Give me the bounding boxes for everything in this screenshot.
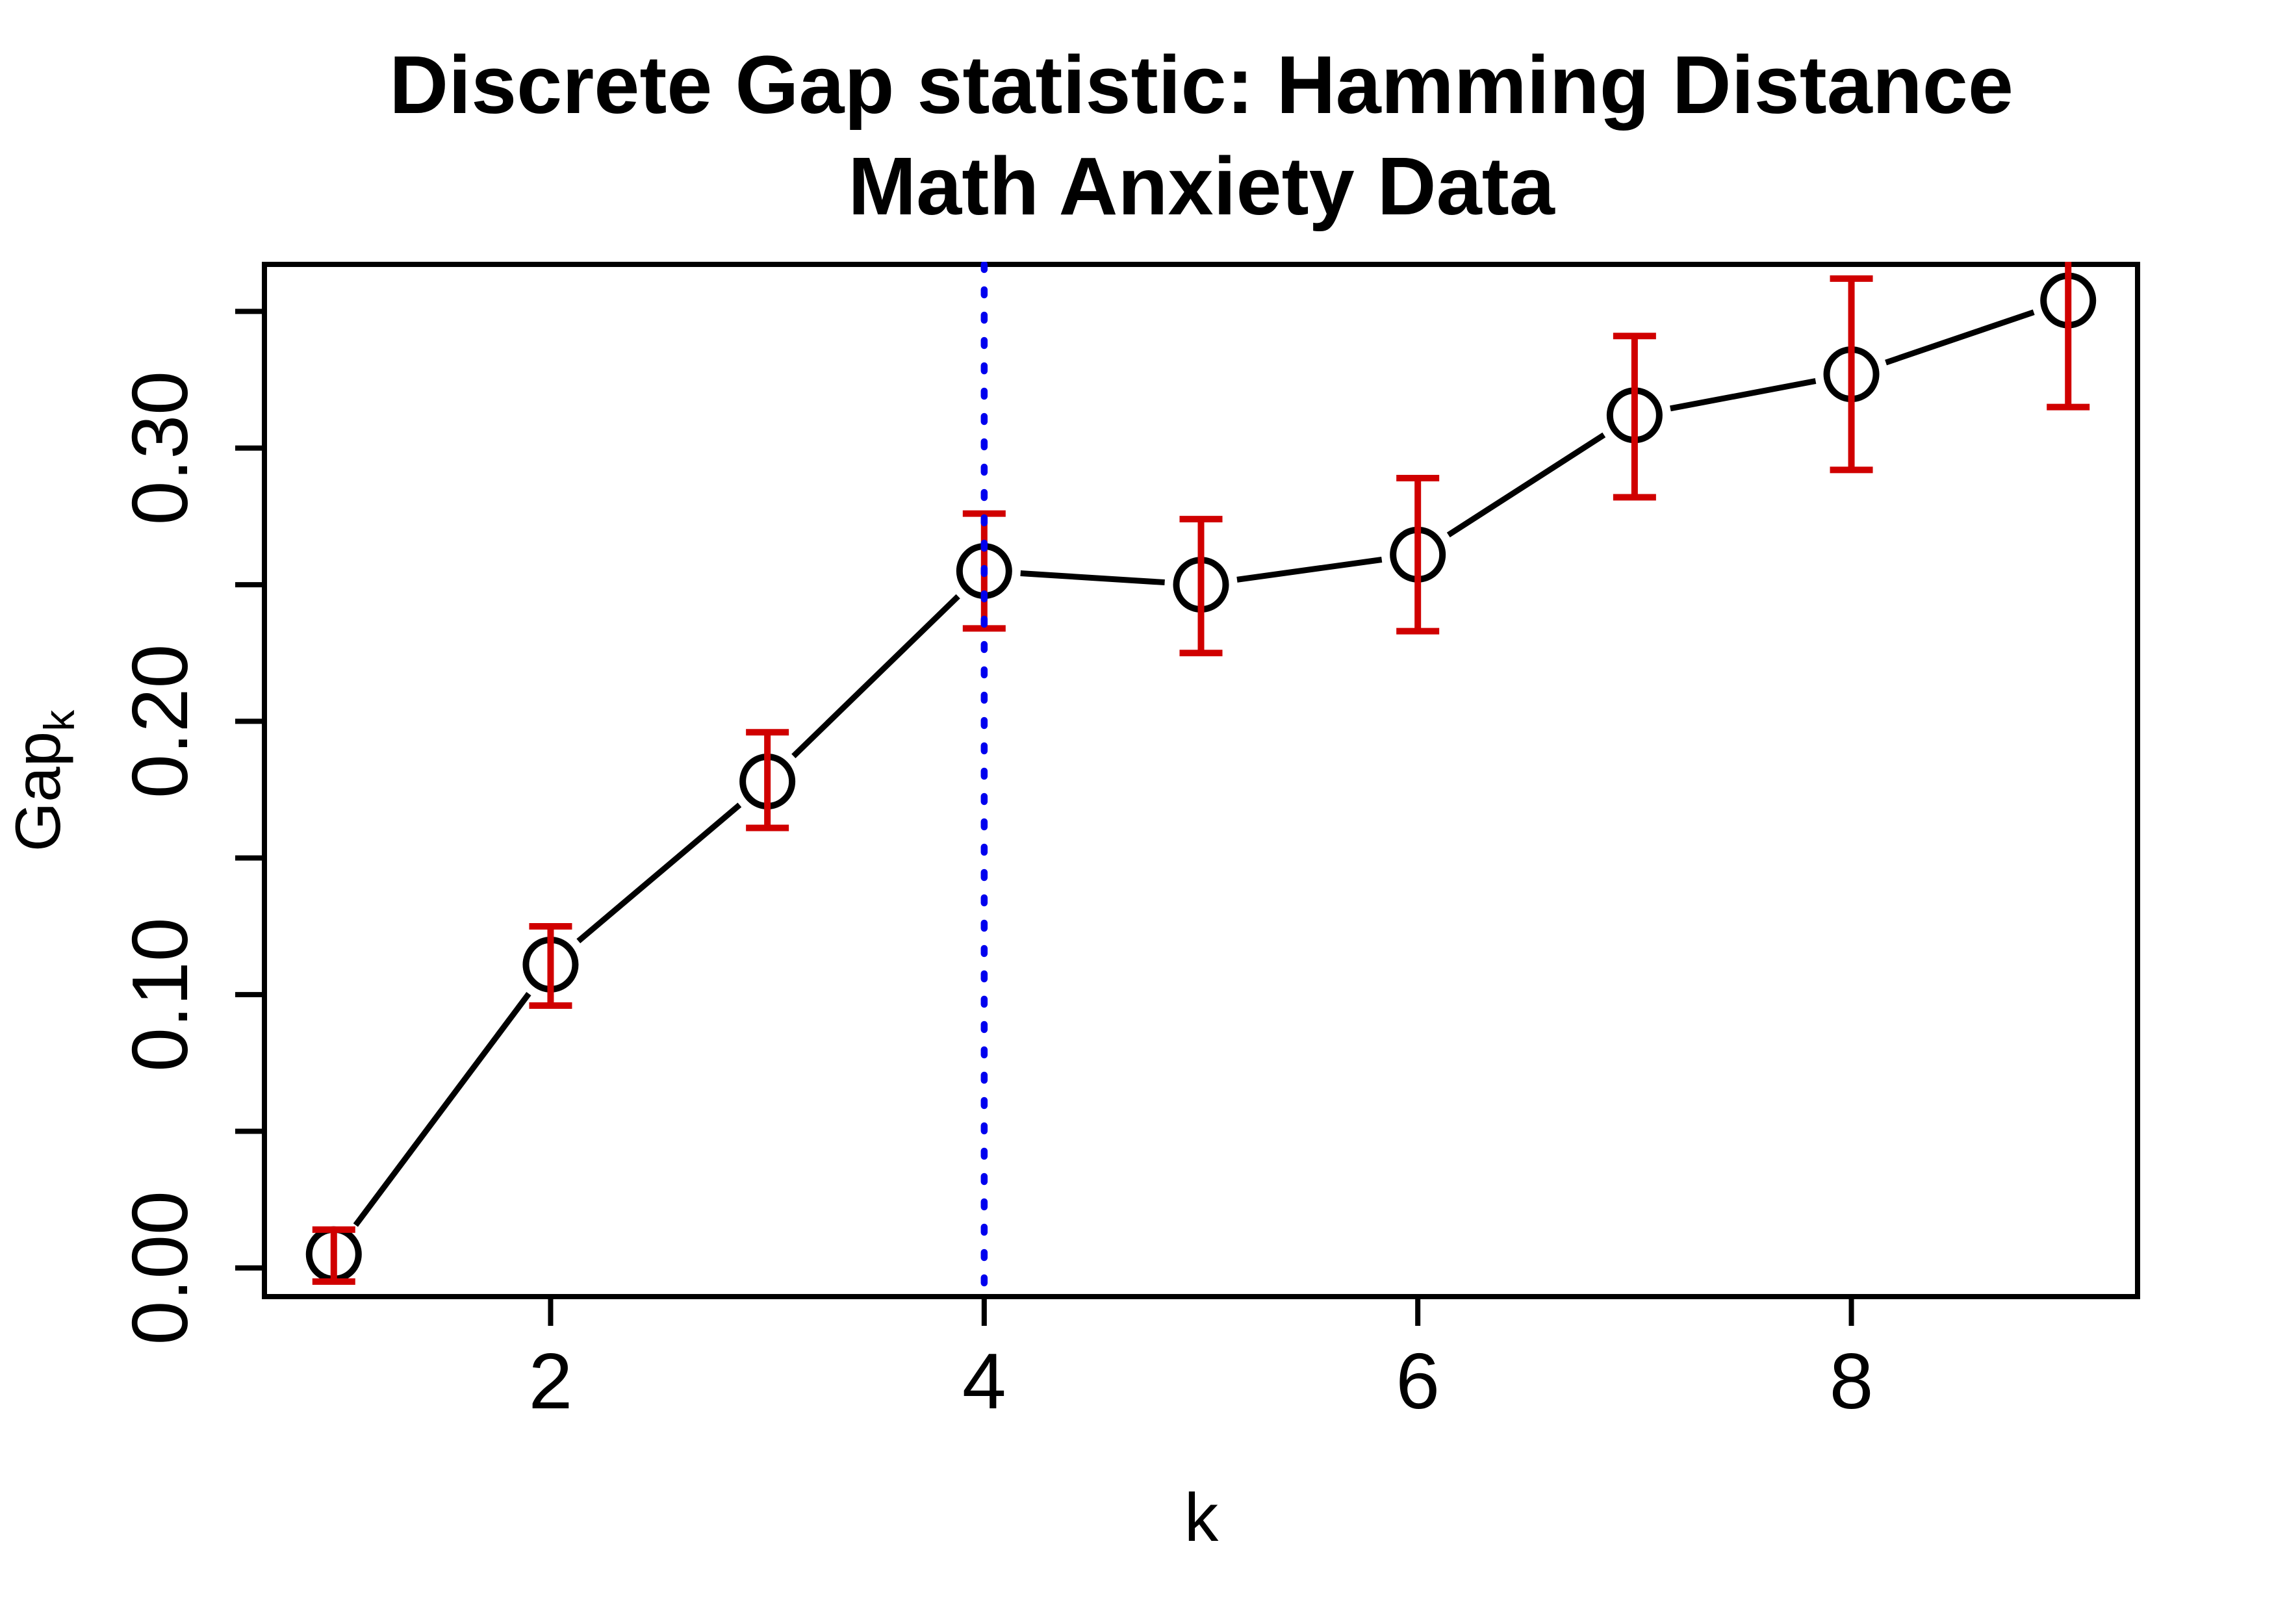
gap-line-segment bbox=[1020, 570, 1165, 586]
chart-title-line2: Math Anxiety Data bbox=[848, 140, 1555, 232]
plot-region-content bbox=[305, 262, 2097, 1299]
x-axis-tick-label: 4 bbox=[962, 1337, 1006, 1425]
gap-line-segment bbox=[791, 594, 960, 759]
y-axis-label-sub: k bbox=[35, 709, 83, 731]
y-axis-tick-label: 0.10 bbox=[116, 917, 204, 1071]
gap-line-segment bbox=[353, 991, 531, 1227]
gap-line-segment bbox=[1885, 309, 2035, 366]
y-axis-tick-label: 0.20 bbox=[116, 644, 204, 798]
x-axis-tick-label: 6 bbox=[1396, 1337, 1440, 1425]
gap-line-segment bbox=[1446, 432, 1606, 538]
gap-line-segment bbox=[576, 802, 742, 944]
y-axis-label-base: Gap bbox=[2, 731, 73, 852]
y-axis-label: Gapk bbox=[2, 709, 83, 852]
x-axis-tick-label: 2 bbox=[529, 1337, 573, 1425]
y-axis-tick-label: 0.30 bbox=[116, 371, 204, 525]
x-axis-label: k bbox=[1184, 1480, 1219, 1556]
y-axis-tick-label: 0.00 bbox=[116, 1191, 204, 1345]
gap-line-segment bbox=[1670, 378, 1817, 412]
chart-title-line1: Discrete Gap statistic: Hamming Distance bbox=[389, 39, 2013, 131]
axes-layer: 2 4 6 8 0.00 0.10 0.20 0.30 bbox=[116, 262, 2140, 1425]
gap-line-segment bbox=[1236, 557, 1383, 583]
data-layer bbox=[305, 262, 2097, 1299]
plot-box bbox=[262, 262, 2140, 1299]
x-axis-tick-label: 8 bbox=[1830, 1337, 1874, 1425]
